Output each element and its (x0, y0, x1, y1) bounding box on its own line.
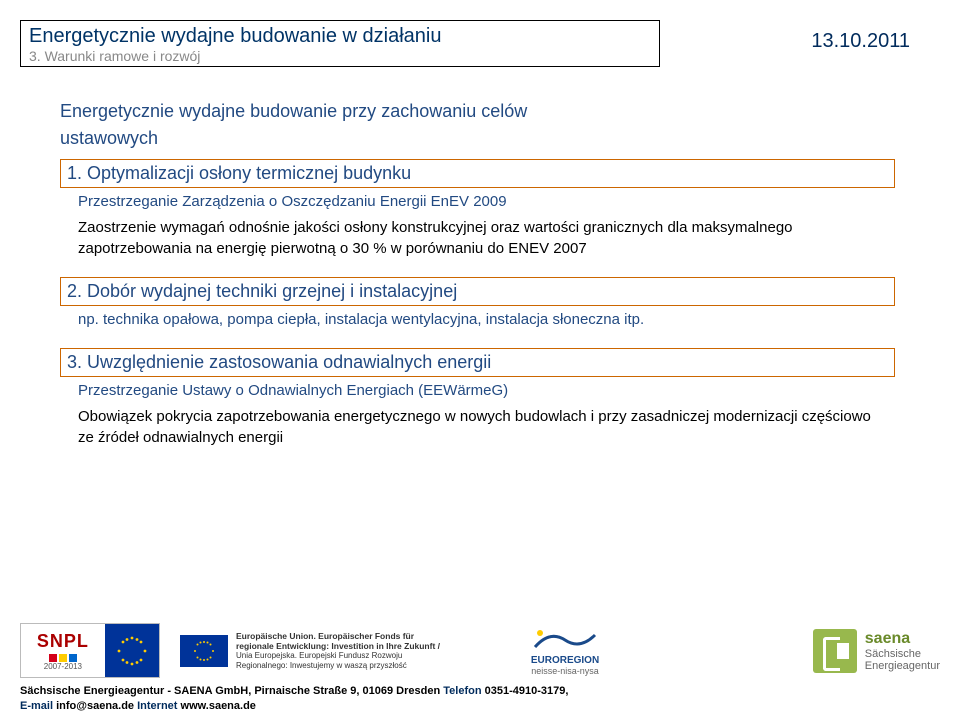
snpl-years: 2007-2013 (44, 662, 82, 671)
section-3-body: Przestrzeganie Ustawy o Odnawialnych Ene… (60, 381, 895, 448)
section-1: 1. Optymalizacji osłony termicznej budyn… (60, 159, 895, 259)
saena-text: saena Sächsische Energieagentur (865, 630, 940, 672)
euroregion-logo: EUROREGION neisse-nisa-nysa (530, 625, 600, 676)
footer-mail-label: E-mail (20, 700, 53, 712)
eu-line1: Europäische Union. Europäischer Fonds fü… (236, 631, 414, 641)
intro-line-1: Energetycznie wydajne budowanie przy zac… (60, 100, 895, 123)
section-2: 2. Dobór wydajnej techniki grzejnej i in… (60, 277, 895, 330)
slide-date: 13.10.2011 (811, 30, 910, 53)
eu-flag-icon (180, 635, 228, 667)
section-2-head: 2. Dobór wydajnej techniki grzejnej i in… (60, 277, 895, 306)
eu-line4: Regionalnego: Inwestujemy w waszą przysz… (236, 661, 407, 670)
footer-web-label: Internet (137, 700, 177, 712)
footer-tel-label: Telefon (443, 685, 481, 697)
saena-line1: Sächsische (865, 648, 940, 660)
snpl-sq-blue (69, 654, 77, 662)
euroregion-bottom: neisse-nisa-nysa (531, 666, 599, 676)
euroregion-top: EUROREGION (531, 655, 599, 666)
footer-mail: info@saena.de (56, 700, 134, 712)
section-3-head: 3. Uwzględnienie zastosowania odnawialny… (60, 348, 895, 377)
eu-fund-text: Europäische Union. Europäischer Fonds fü… (236, 632, 440, 670)
eu-stars-icon (114, 633, 150, 669)
footer-org: Sächsische Energieagentur - SAENA GmbH, … (20, 685, 440, 697)
slide-subtitle: 3. Warunki ramowe i rozwój (29, 48, 651, 64)
header-box: Energetycznie wydajne budowanie w działa… (20, 20, 660, 67)
snpl-sq-yellow (59, 654, 67, 662)
section-1-body: Przestrzeganie Zarządzenia o Oszczędzani… (60, 192, 895, 259)
eu-flag-svg (184, 637, 224, 665)
section-1-head: 1. Optymalizacji osłony termicznej budyn… (60, 159, 895, 188)
logo-row: SNPL 2007-2013 (20, 623, 940, 678)
saena-logo: saena Sächsische Energieagentur (813, 629, 940, 673)
footer-contact: Sächsische Energieagentur - SAENA GmbH, … (20, 684, 940, 713)
footer-tel: 0351-4910-3179, (485, 685, 569, 697)
snpl-eu-flag (105, 624, 159, 677)
section-1-p1: Przestrzeganie Zarządzenia o Oszczędzani… (78, 192, 889, 212)
section-3-p2: Obowiązek pokrycia zapotrzebowania energ… (78, 407, 889, 448)
intro-line-2: ustawowych (60, 127, 895, 150)
saena-line2: Energieagentur (865, 660, 940, 672)
snpl-sq-red (49, 654, 57, 662)
section-2-body: np. technika opałowa, pompa ciepła, inst… (60, 310, 895, 330)
snpl-squares (49, 654, 77, 662)
euroregion-icon (530, 625, 600, 655)
saena-brand: saena (865, 630, 940, 648)
snpl-logo-left: SNPL 2007-2013 (21, 624, 105, 677)
eu-fund-block: Europäische Union. Europäischer Fonds fü… (180, 632, 510, 670)
section-2-p1: np. technika opałowa, pompa ciepła, inst… (78, 310, 889, 330)
eu-line2: regionale Entwicklung: Investition in Ih… (236, 641, 440, 651)
snpl-text: SNPL (37, 631, 89, 652)
saena-icon (813, 629, 857, 673)
presentation-slide: Energetycznie wydajne budowanie w działa… (0, 0, 960, 723)
snpl-logo: SNPL 2007-2013 (20, 623, 160, 678)
section-1-p2: Zaostrzenie wymagań odnośnie jakości osł… (78, 218, 889, 259)
slide-footer: SNPL 2007-2013 (20, 623, 940, 713)
slide-content: Energetycznie wydajne budowanie przy zac… (60, 100, 895, 466)
eu-line3: Unia Europejska. Europejski Fundusz Rozw… (236, 651, 402, 660)
section-3-p1: Przestrzeganie Ustawy o Odnawialnych Ene… (78, 381, 889, 401)
footer-web: www.saena.de (181, 700, 256, 712)
slide-title: Energetycznie wydajne budowanie w działa… (29, 25, 651, 48)
section-3: 3. Uwzględnienie zastosowania odnawialny… (60, 348, 895, 448)
